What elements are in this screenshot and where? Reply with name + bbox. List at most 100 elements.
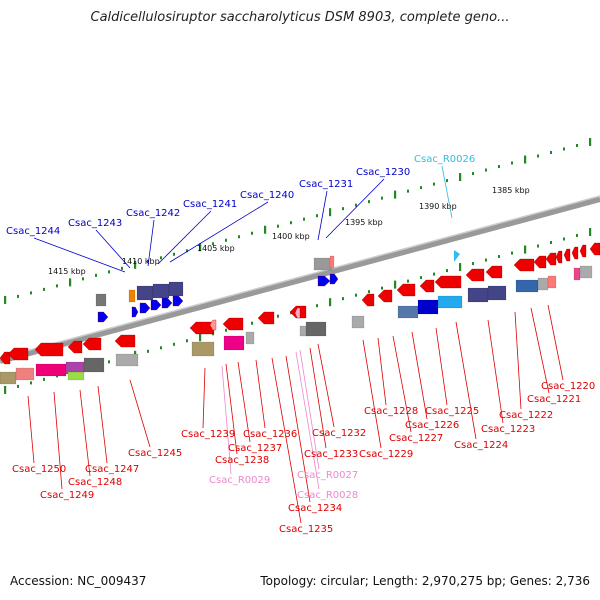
tick-mark xyxy=(160,256,162,260)
forward-gene-arrow xyxy=(161,297,173,309)
feature-block xyxy=(128,289,136,303)
tick-mark xyxy=(147,259,149,263)
gene-label: Csac_1241 xyxy=(183,199,237,210)
reverse-gene-arrow xyxy=(589,242,600,256)
leader-line xyxy=(157,210,212,265)
leader-line xyxy=(547,304,564,381)
leader-line xyxy=(95,229,131,269)
feature-block xyxy=(487,285,507,301)
feature-block xyxy=(95,293,107,307)
scale-label: 1390 kbp xyxy=(419,202,457,211)
tick-mark xyxy=(186,339,188,343)
leader-line xyxy=(255,359,266,429)
bottom-leader-lines xyxy=(27,304,564,524)
reverse-gene-arrow xyxy=(34,342,64,357)
tick-mark xyxy=(17,384,19,388)
pseudo-gene-arrow xyxy=(209,319,217,331)
feature-block xyxy=(152,283,170,299)
tick-mark xyxy=(95,273,97,277)
tick-mark xyxy=(199,243,202,252)
leader-line xyxy=(202,367,206,429)
leader-line xyxy=(27,395,35,464)
reverse-gene-arrow xyxy=(513,258,535,272)
scale-label: 1395 kbp xyxy=(345,218,383,227)
tick-mark xyxy=(576,143,578,147)
tick-mark xyxy=(381,196,383,200)
reverse-genes xyxy=(0,242,600,365)
gene-label: Csac_1222 xyxy=(499,410,553,421)
gene-label: Csac_1244 xyxy=(6,226,60,237)
leader-line xyxy=(299,349,320,470)
backbone-line xyxy=(0,196,600,364)
map-title: Caldicellulosiruptor saccharolyticus DSM… xyxy=(90,10,510,25)
leader-line xyxy=(221,365,232,475)
tick-mark xyxy=(394,280,397,289)
tick-mark xyxy=(446,179,448,183)
accession-text: Accession: NC_009437 xyxy=(10,574,147,588)
forward-gene-arrow xyxy=(329,273,339,285)
leader-line xyxy=(79,389,91,477)
reverse-gene-arrow xyxy=(7,347,29,361)
tick-mark xyxy=(485,168,487,172)
tick-mark xyxy=(459,173,462,182)
tick-mark xyxy=(433,182,435,186)
tick-mark xyxy=(4,295,7,304)
tick-mark xyxy=(134,260,137,269)
feature-block xyxy=(35,363,67,377)
gene-label: Csac_1230 xyxy=(356,167,410,178)
gene-label: Csac_1242 xyxy=(126,208,180,219)
feature-block xyxy=(305,321,327,337)
scale-label: 1405 kbp xyxy=(197,244,235,253)
tick-mark xyxy=(524,155,527,164)
leader-line xyxy=(487,319,504,424)
tick-mark xyxy=(589,227,592,236)
scale-labels: 1385 kbp 1390 kbp 1395 kbp 1400 kbp 1405 kbp… xyxy=(48,186,530,276)
tick-mark xyxy=(251,231,253,235)
forward-genes xyxy=(97,250,460,323)
gene-label: Csac_1247 xyxy=(85,464,139,475)
tick-mark xyxy=(160,346,162,350)
feature-block xyxy=(515,279,539,293)
reverse-gene-arrow xyxy=(114,334,136,348)
feature-block xyxy=(191,341,215,357)
gene-label: Csac_1238 xyxy=(215,455,269,466)
feature-block xyxy=(136,285,154,301)
tick-mark xyxy=(212,242,214,246)
backbone-highlight xyxy=(0,195,600,359)
leader-line xyxy=(317,190,328,241)
gene-label: Csac_1245 xyxy=(128,448,182,459)
tick-mark xyxy=(186,249,188,253)
tick-mark xyxy=(108,270,110,274)
gene-label: Csac_1227 xyxy=(389,433,443,444)
tick-mark xyxy=(407,279,409,283)
gene-label: Csac_1234 xyxy=(288,503,342,514)
tick-mark xyxy=(420,186,422,190)
tick-mark xyxy=(511,251,513,255)
gene-label: Csac_1228 xyxy=(364,406,418,417)
tick-mark xyxy=(537,244,539,248)
gene-label: Csac_1233 xyxy=(304,449,358,460)
tick-mark xyxy=(550,241,552,244)
tick-mark xyxy=(498,255,500,259)
gene-label: Csac_1221 xyxy=(527,394,581,405)
reverse-gene-arrow xyxy=(257,311,275,325)
tick-mark xyxy=(381,286,383,290)
gene-label: Csac_1237 xyxy=(228,443,282,454)
leader-line xyxy=(169,201,269,263)
top-leader-lines xyxy=(33,165,453,273)
leader-line xyxy=(530,307,550,394)
tick-mark xyxy=(485,258,487,262)
gene-label: Csac_1248 xyxy=(68,477,122,488)
tick-mark xyxy=(329,298,332,307)
top-gene-labels: Csac_1244Csac_1243Csac_1242Csac_1241Csac… xyxy=(6,154,475,237)
reverse-gene-arrow xyxy=(396,283,416,297)
tick-mark xyxy=(56,284,58,288)
leader-line xyxy=(411,331,428,420)
gene-label: Csac_1220 xyxy=(541,381,595,392)
leader-line xyxy=(441,165,453,219)
tick-mark xyxy=(251,321,253,325)
gene-label: Csac_R0029 xyxy=(209,475,270,486)
forward-gene-arrow xyxy=(97,311,109,323)
reverse-gene-arrow xyxy=(571,246,579,260)
